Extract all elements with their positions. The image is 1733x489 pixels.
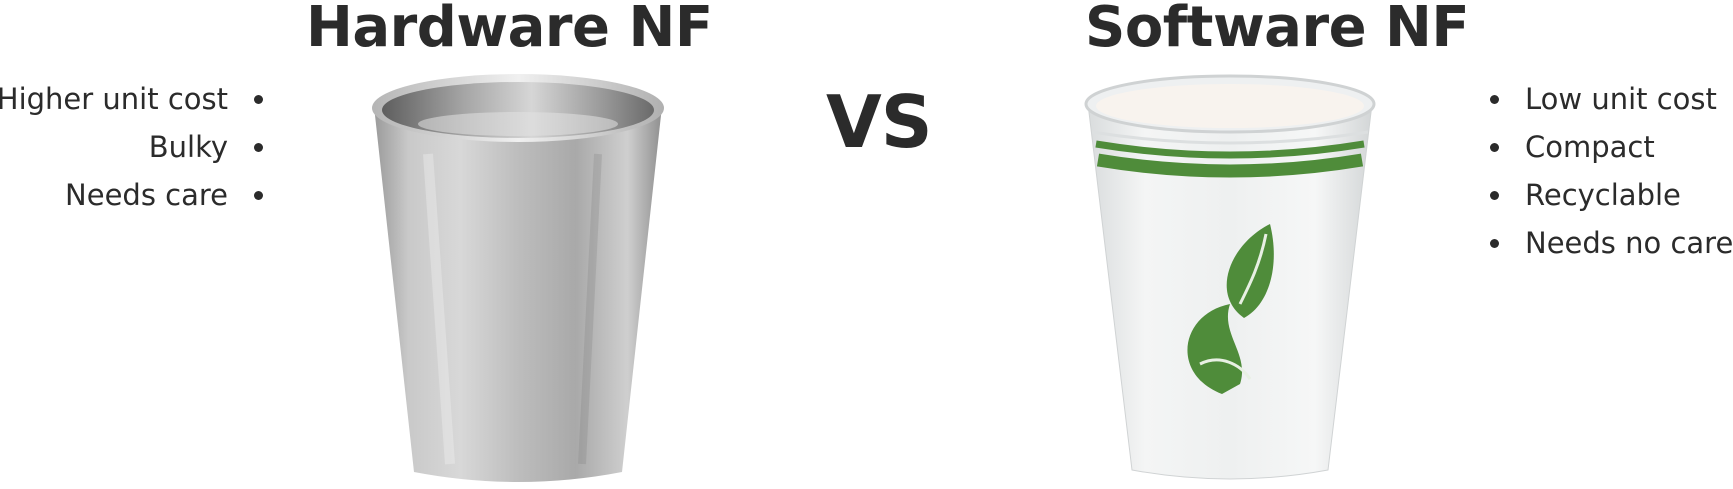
leaf-logo-icon: [1187, 224, 1274, 394]
hardware-points-list: Higher unit cost Bulky Needs care: [0, 75, 270, 219]
hardware-title: Hardware NF: [306, 0, 713, 60]
software-points-list: Low unit cost Compact Recyclable Needs n…: [1483, 75, 1733, 267]
steel-cup-image: [372, 74, 664, 482]
software-point: Low unit cost: [1483, 75, 1733, 123]
steel-cup-icon: [372, 74, 664, 482]
software-point: Compact: [1483, 123, 1733, 171]
software-point: Needs no care: [1483, 219, 1733, 267]
paper-cup-icon: [1084, 74, 1376, 480]
hardware-point: Higher unit cost: [0, 75, 270, 123]
versus-label: VS: [826, 80, 933, 164]
paper-cup-image: [1084, 74, 1376, 480]
hardware-point: Bulky: [0, 123, 270, 171]
hardware-point: Needs care: [0, 171, 270, 219]
software-title: Software NF: [1085, 0, 1470, 60]
software-point: Recyclable: [1483, 171, 1733, 219]
